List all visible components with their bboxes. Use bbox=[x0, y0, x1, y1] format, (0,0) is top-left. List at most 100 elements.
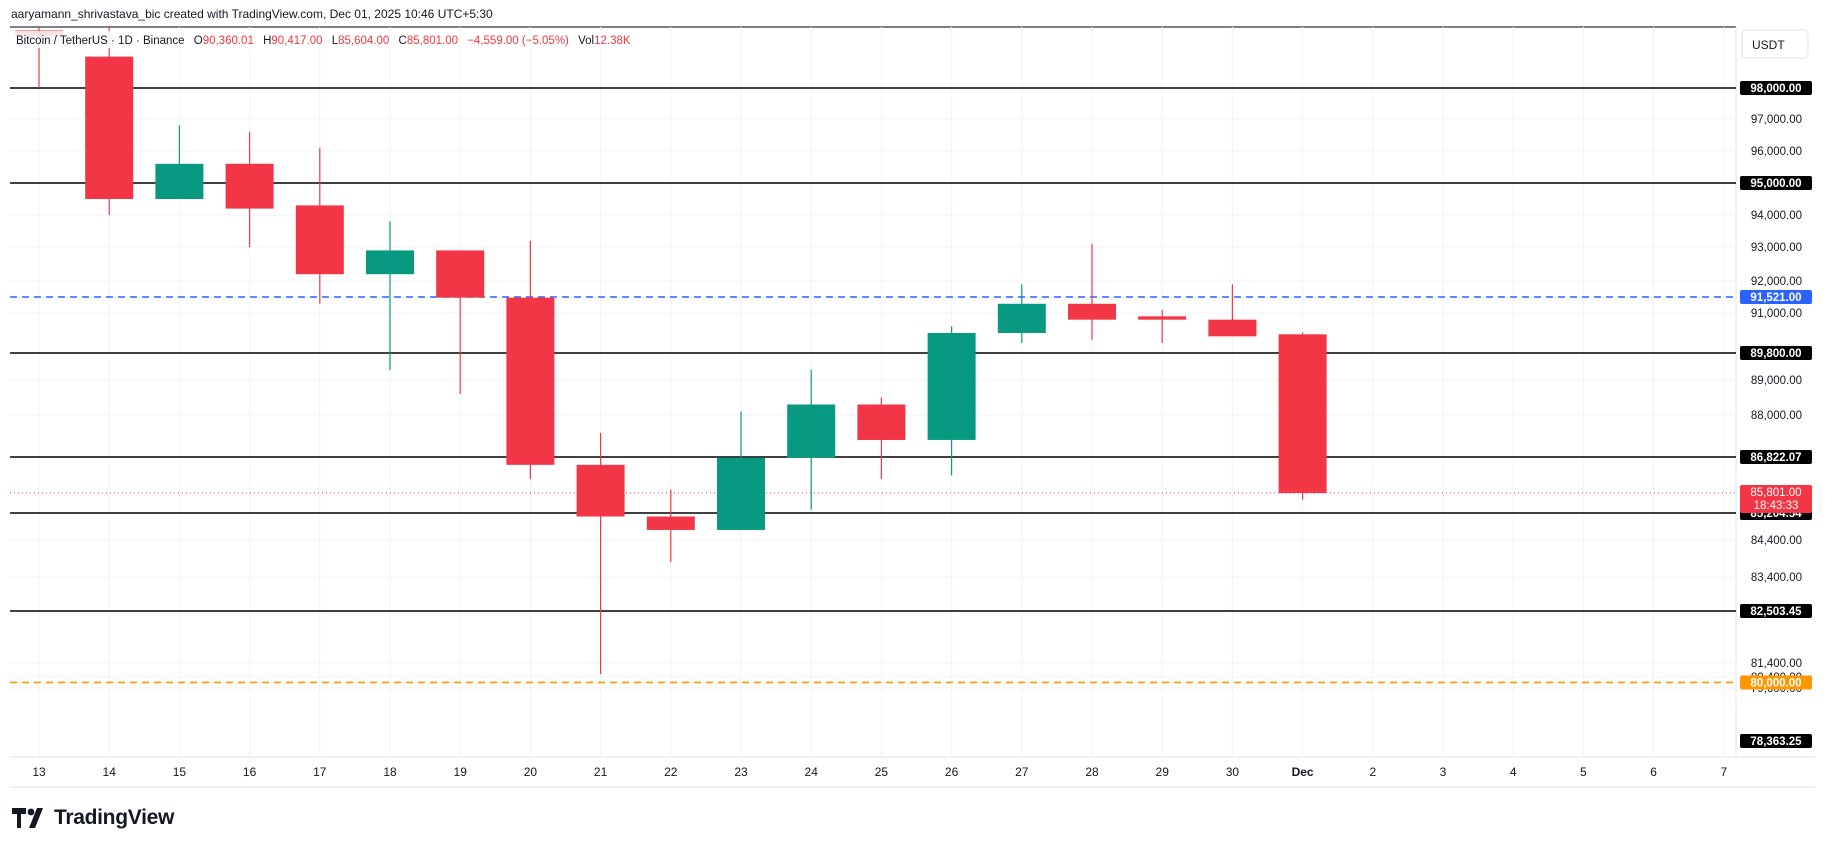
time-tick-label: 25 bbox=[875, 765, 889, 779]
price-tick-label: 92,000.00 bbox=[1751, 276, 1802, 288]
candle-body bbox=[787, 404, 836, 458]
time-tick-label: 15 bbox=[173, 765, 187, 779]
svg-text:Bitcoin / TetherUS · 1D · Bina: Bitcoin / TetherUS · 1D · Binance O90,36… bbox=[16, 35, 631, 47]
time-tick-label: 24 bbox=[805, 765, 819, 779]
candle-body bbox=[1068, 303, 1116, 320]
time-tick-label: 22 bbox=[664, 765, 678, 779]
candle-body bbox=[717, 457, 765, 530]
candles-layer bbox=[15, 27, 1327, 675]
candle-body bbox=[155, 163, 204, 199]
candle-body bbox=[295, 205, 344, 275]
ohlc-legend: Bitcoin / TetherUS · 1D · Binance O90,36… bbox=[10, 31, 640, 48]
horizontal-levels-layer bbox=[10, 87, 1736, 684]
legend-volume-label: Vol bbox=[578, 35, 594, 47]
candle-body bbox=[646, 516, 695, 530]
legend-close-value: 85,801.00 bbox=[407, 35, 458, 47]
time-tick-label: 7 bbox=[1720, 765, 1727, 779]
legend-symbol: Bitcoin / TetherUS · 1D · Binance bbox=[16, 35, 185, 47]
time-tick-label: 26 bbox=[945, 765, 959, 779]
time-tick-label: 23 bbox=[734, 765, 748, 779]
price-tick-label: 93,000.00 bbox=[1751, 242, 1802, 254]
grid-layer bbox=[10, 26, 1815, 788]
tradingview-logo-icon bbox=[12, 808, 43, 828]
chart-created-note: aaryamann_shrivastava_bic created with T… bbox=[11, 7, 493, 21]
time-tick-label: 14 bbox=[103, 765, 117, 779]
bottom-price-label: 78,363.25 bbox=[1750, 736, 1802, 748]
time-tick-label: 4 bbox=[1510, 765, 1517, 779]
time-tick-label: 18 bbox=[383, 765, 397, 779]
legend-volume-value: 12.38K bbox=[594, 35, 631, 47]
candle-body bbox=[1278, 334, 1327, 493]
candle-body bbox=[927, 333, 976, 440]
tradingview-logo[interactable]: TradingView bbox=[12, 806, 174, 830]
candle-body bbox=[366, 250, 414, 275]
time-tick-label: 17 bbox=[313, 765, 327, 779]
price-tick-label: 81,400.00 bbox=[1751, 658, 1802, 670]
candle-body bbox=[506, 297, 555, 465]
currency-button-label: USDT bbox=[1752, 38, 1785, 52]
legend-low-value: 85,604.00 bbox=[338, 35, 389, 47]
candle-body bbox=[1208, 319, 1257, 337]
price-tick-label: 83,400.00 bbox=[1751, 572, 1802, 584]
time-tick-label: 13 bbox=[32, 765, 46, 779]
time-tick-label: 27 bbox=[1015, 765, 1029, 779]
price-level-label: 82,503.45 bbox=[1750, 606, 1802, 618]
candle-body bbox=[1138, 316, 1187, 320]
legend-change-value: −4,559.00 (−5.05%) bbox=[467, 35, 569, 47]
price-level-badge bbox=[1740, 176, 1812, 190]
price-level-badge bbox=[1740, 604, 1812, 618]
legend-close-label: C bbox=[399, 35, 407, 47]
legend-high-value: 90,417.00 bbox=[271, 35, 322, 47]
time-axis-layer: 13 14 15 16 17 18 19 20 21 22 23 24 25 26 27 28 29 30 Dec 2… bbox=[32, 765, 1727, 779]
price-tick-label: 89,000.00 bbox=[1751, 375, 1802, 387]
price-tick-label: 91,000.00 bbox=[1751, 308, 1802, 320]
price-level-label: 80,000.00 bbox=[1750, 677, 1801, 689]
price-tick-label: 94,000.00 bbox=[1751, 210, 1802, 222]
candle-body bbox=[225, 163, 274, 209]
candle-body bbox=[576, 464, 625, 517]
time-tick-label: 28 bbox=[1085, 765, 1099, 779]
candle-body bbox=[436, 250, 485, 298]
currency-button[interactable]: USDT bbox=[1741, 29, 1809, 59]
price-tick-label: 88,000.00 bbox=[1751, 410, 1802, 422]
price-level-label: 98,000.00 bbox=[1750, 83, 1801, 95]
last-price-countdown: 18:43:33 bbox=[1754, 500, 1799, 512]
price-axis-layer: 97,000.00 96,000.00 94,000.00 93,000.00 92,0… bbox=[1740, 81, 1812, 748]
time-tick-label: 20 bbox=[524, 765, 538, 779]
price-tick-label: 97,000.00 bbox=[1751, 114, 1802, 126]
time-tick-label: 19 bbox=[454, 765, 468, 779]
candle-body bbox=[997, 303, 1046, 333]
time-tick-label: 5 bbox=[1580, 765, 1587, 779]
legend-open-label: O bbox=[194, 35, 203, 47]
price-level-badge bbox=[1740, 450, 1812, 464]
time-tick-label: 30 bbox=[1226, 765, 1240, 779]
time-tick-label: 16 bbox=[243, 765, 257, 779]
price-level-label: 86,822.07 bbox=[1750, 452, 1801, 464]
price-tick-label: 84,400.00 bbox=[1751, 535, 1802, 547]
price-level-label: 89,800.00 bbox=[1750, 348, 1801, 360]
legend-low-label: L bbox=[332, 35, 339, 47]
price-level-badge bbox=[1740, 346, 1812, 360]
time-tick-label: Dec bbox=[1292, 765, 1314, 779]
time-tick-label: 21 bbox=[594, 765, 608, 779]
time-tick-label: 2 bbox=[1369, 765, 1376, 779]
price-level-badge bbox=[1740, 81, 1812, 95]
candle-body bbox=[85, 56, 134, 199]
bottom-price-badge bbox=[1740, 734, 1812, 748]
time-tick-label: 3 bbox=[1440, 765, 1447, 779]
price-level-badge bbox=[1740, 675, 1812, 690]
last-price-badge bbox=[1740, 485, 1812, 513]
price-level-label: 95,000.00 bbox=[1750, 178, 1801, 190]
time-tick-label: 6 bbox=[1650, 765, 1657, 779]
tradingview-logo-text: TradingView bbox=[54, 806, 175, 829]
price-level-badge bbox=[1740, 290, 1812, 304]
candle-body bbox=[857, 404, 906, 440]
price-tick-label: 96,000.00 bbox=[1751, 146, 1802, 158]
legend-high-label: H bbox=[263, 35, 271, 47]
legend-open-value: 90,360.01 bbox=[203, 35, 254, 47]
time-tick-label: 29 bbox=[1156, 765, 1170, 779]
last-price-label: 85,801.00 bbox=[1750, 487, 1801, 499]
price-level-label: 91,521.00 bbox=[1750, 292, 1801, 304]
